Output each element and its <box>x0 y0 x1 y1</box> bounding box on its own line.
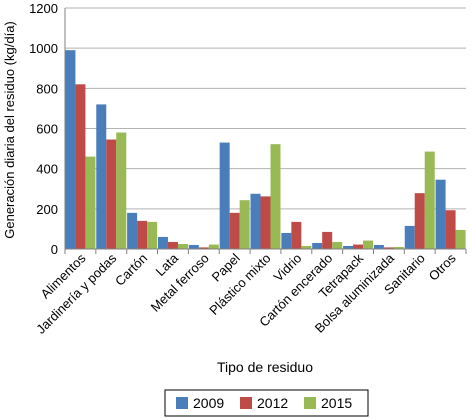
axes <box>64 8 467 254</box>
bar-2009-9 <box>343 245 354 249</box>
x-tick-label: Otros <box>426 250 459 283</box>
bar-2012-7 <box>291 221 302 249</box>
bar-2009-5 <box>219 142 230 249</box>
bar-2012-11 <box>414 193 425 249</box>
bar-2009-0 <box>65 50 76 249</box>
bar-2012-2 <box>137 220 148 249</box>
y-tick-label: 1200 <box>29 1 58 16</box>
y-tick-label: 600 <box>36 122 58 137</box>
bar-2009-11 <box>404 225 415 249</box>
bar-2012-9 <box>353 244 364 249</box>
bar-2012-0 <box>75 84 86 249</box>
legend-label: 2012 <box>257 395 288 411</box>
legend: 2009 2012 2015 <box>164 389 369 417</box>
bar-2015-6 <box>270 144 281 249</box>
bar-2015-1 <box>116 132 127 249</box>
bar-2009-3 <box>157 236 168 249</box>
bar-2012-4 <box>198 247 209 249</box>
grid-lines <box>65 7 466 210</box>
y-tick-label: 0 <box>51 242 58 257</box>
bar-2012-6 <box>260 196 271 249</box>
y-tick-label: 1000 <box>29 41 58 56</box>
legend-swatch-2009 <box>176 397 188 409</box>
bar-2012-10 <box>383 247 394 249</box>
bar-2015-12 <box>455 229 466 249</box>
y-tick-label: 400 <box>36 162 58 177</box>
y-axis-label: Generación diaria del residuo (kg/día) <box>2 21 17 239</box>
bar-2015-4 <box>208 244 219 249</box>
bar-2012-3 <box>167 241 178 249</box>
y-tick-label: 200 <box>36 202 58 217</box>
bar-2009-7 <box>281 232 292 249</box>
legend-label: 2015 <box>321 395 352 411</box>
bar-2015-10 <box>393 246 404 249</box>
legend-swatch-2015 <box>304 397 316 409</box>
bar-2009-2 <box>127 212 138 249</box>
bar-2015-9 <box>363 240 374 249</box>
y-tick-label: 800 <box>36 81 58 96</box>
bar-2009-8 <box>312 242 323 249</box>
bar-2012-1 <box>106 139 117 249</box>
bar-2009-4 <box>188 244 199 249</box>
bar-2015-3 <box>177 243 188 249</box>
legend-swatch-2012 <box>240 397 252 409</box>
bar-2009-10 <box>373 244 384 249</box>
bar-2015-2 <box>147 221 158 249</box>
bar-2015-0 <box>85 156 96 249</box>
bar-2012-12 <box>445 210 456 249</box>
legend-label: 2009 <box>193 395 224 411</box>
bar-2015-8 <box>332 241 343 249</box>
bar-2009-6 <box>250 193 261 249</box>
legend-box <box>164 389 369 417</box>
bars <box>65 50 466 250</box>
bar-2015-11 <box>424 151 435 249</box>
bar-2009-12 <box>435 179 446 249</box>
bar-2012-8 <box>322 231 333 249</box>
bar-2015-7 <box>301 245 312 249</box>
bar-2015-5 <box>239 200 250 249</box>
bar-2009-1 <box>96 104 107 250</box>
x-tick-label: Cartón <box>112 251 150 289</box>
y-tick-labels: 0 200 400 600 800 1000 1200 <box>29 1 58 257</box>
bar-2012-5 <box>229 212 240 249</box>
x-axis-label: Tipo de residuo <box>217 359 313 375</box>
